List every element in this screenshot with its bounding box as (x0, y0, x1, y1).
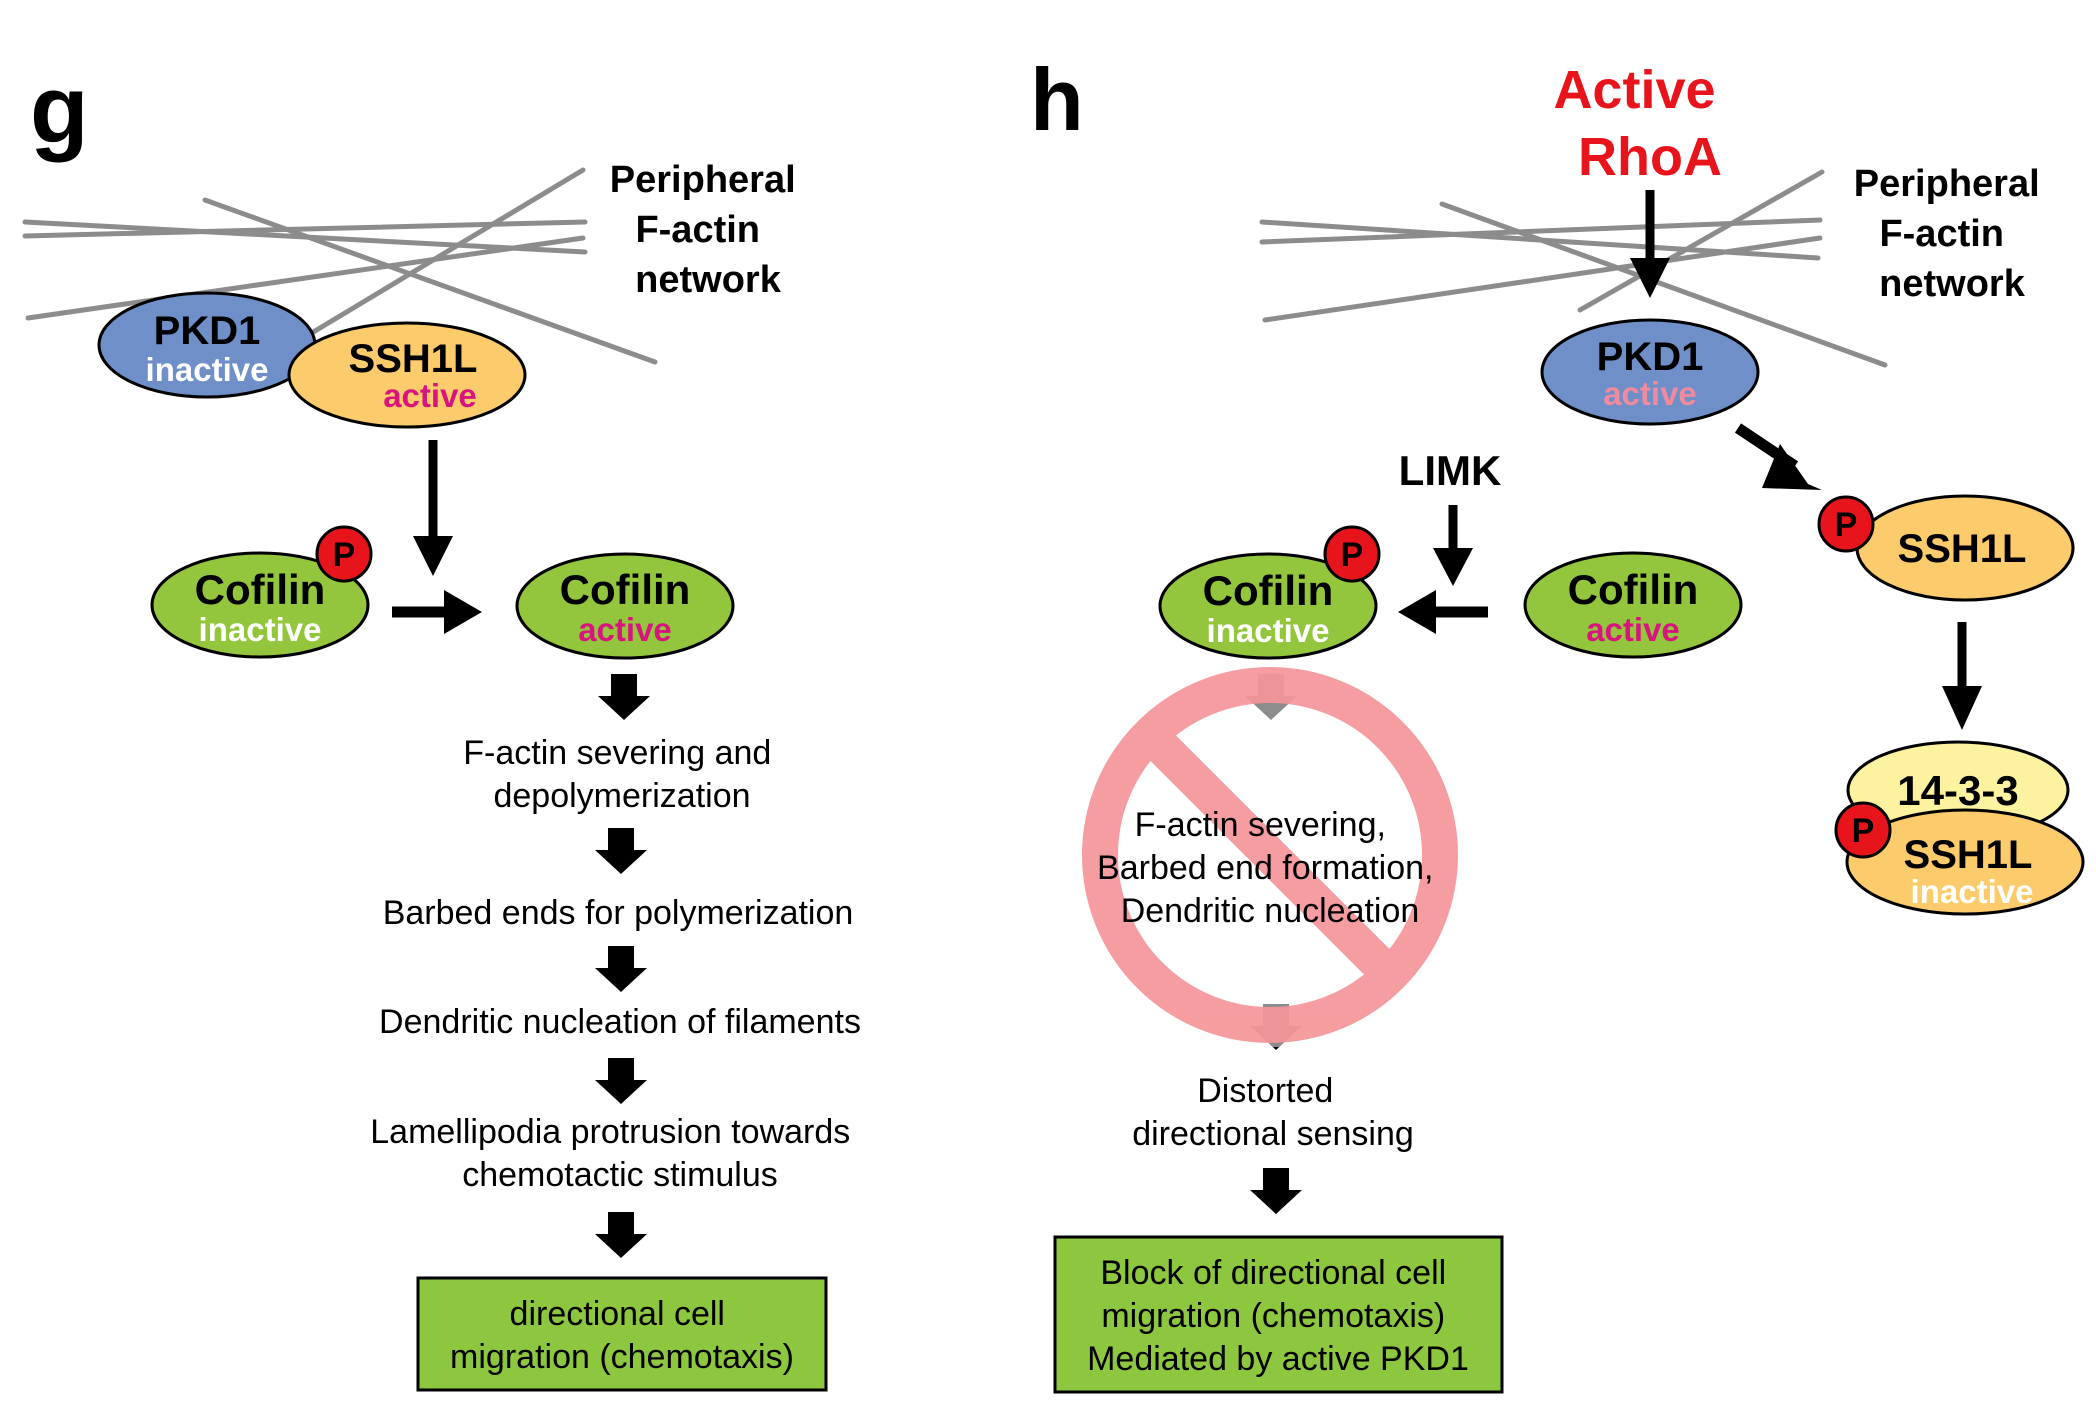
cofilin-ellipse (1523, 551, 1743, 659)
result-line: Mediated by active PKD1 (1087, 1340, 1469, 1378)
panel-h-blocked-steps: F-actin severing, Barbed end formation, … (1097, 806, 1443, 930)
panel-h-stimulus: Active RhoA (1553, 60, 1730, 187)
ssh1l-name: SSH1L (349, 337, 478, 381)
cofilin-name: Cofilin (1568, 566, 1699, 613)
actin-filament (297, 167, 586, 343)
block-arrow (598, 674, 650, 720)
panel-h-ssh1l-node: SSH1L P (1817, 494, 2075, 602)
panel-g-ssh1l-node: SSH1L active (287, 321, 527, 429)
panel-g-cofilin-active-node: Cofilin active (515, 552, 735, 660)
result-line: migration (chemotaxis) (1101, 1297, 1445, 1335)
phospho-label: P (1341, 536, 1364, 574)
panel-h-arrow-left (1398, 590, 1488, 634)
panel-h-step: Distorted directional sensing (1132, 1072, 1414, 1153)
pkd1-state: active (1603, 375, 1697, 412)
panel-h-limk-arrow (1433, 505, 1473, 586)
panel-g-pkd1-node: PKD1 inactive (97, 291, 317, 399)
cofilin-ellipse (515, 552, 735, 660)
panel-h: h Active RhoA Peripheral F-actin network… (1030, 50, 2085, 1394)
network-label-line: network (635, 259, 782, 301)
panel-h-arrow-to-complex (1942, 622, 1982, 730)
phospho-label: P (1852, 812, 1875, 850)
phospho-badge (315, 525, 373, 583)
block-arrow (1250, 1168, 1302, 1214)
panel-h-letter: h (1030, 50, 1084, 149)
phospho-label: P (1835, 506, 1858, 544)
block-arrow (595, 1058, 647, 1104)
network-label-line: F-actin (635, 209, 760, 251)
complex-partner-name: 14-3-3 (1897, 767, 2018, 814)
block-arrow (595, 1212, 647, 1258)
cofilin-ellipse (1158, 552, 1378, 660)
pkd1-state: inactive (146, 351, 269, 388)
panel-h-actin-network (1259, 169, 1888, 368)
block-fade (1078, 663, 1462, 1047)
panel-g-result-box: directional cell migration (chemotaxis) (416, 1276, 828, 1392)
cofilin-ellipse (150, 551, 370, 659)
ssh1l-state: active (383, 377, 477, 414)
cofilin-name: Cofilin (560, 566, 691, 613)
pkd1-name: PKD1 (1597, 335, 1704, 379)
phospho-badge (1834, 801, 1892, 859)
panel-h-pkd1-node: PKD1 active (1540, 318, 1760, 426)
actin-filament (1262, 235, 1823, 323)
panel-g-cofilin-inactive-node: Cofilin inactive P (150, 525, 373, 659)
svg-text:Block of directional cell: Block of directional cell migration (che… (1087, 1254, 1469, 1378)
ssh1l-name: SSH1L (1898, 527, 2027, 571)
actin-filament (1439, 201, 1888, 368)
panel-g-letter: g (30, 56, 89, 163)
panel-g: g Peripheral F-actin network PKD1 inacti… (22, 56, 861, 1392)
complex-ssh1l-name: SSH1L (1904, 833, 2033, 877)
panel-h-complex-node: 14-3-3 SSH1L inactive P (1834, 740, 2085, 916)
panel-h-limk: LIMK (1399, 447, 1502, 494)
cofilin-name: Cofilin (1203, 567, 1334, 614)
phospho-badge (1817, 495, 1875, 553)
panel-g-actin-network (22, 167, 658, 365)
panel-h-diagonal-arrow (1734, 423, 1822, 490)
result-line: Block of directional cell (1100, 1254, 1446, 1292)
panel-g-step-4: Lamellipodia protrusion towards chemotac… (370, 1113, 860, 1194)
panel-g-arrow-down (413, 440, 453, 576)
ssh1l-ellipse (287, 321, 527, 429)
actin-filament (1577, 169, 1825, 313)
result-line: directional cell (510, 1295, 725, 1333)
panel-g-step-2: Barbed ends for polymerization (383, 894, 854, 932)
actin-filament (202, 197, 658, 365)
panel-g-step-3: Dendritic nucleation of filaments (379, 1003, 861, 1041)
actin-filament (25, 235, 586, 321)
svg-text:directional cell migra: directional cell migration (chemotaxis) (450, 1295, 794, 1376)
pkd1-name: PKD1 (154, 309, 261, 353)
panel-h-rhoa-arrow (1630, 190, 1670, 298)
cofilin-state: active (578, 611, 672, 648)
panel-h-network-label: Peripheral F-actin network (1854, 163, 2050, 305)
phospho-label: P (333, 536, 356, 574)
result-line: migration (chemotaxis) (450, 1338, 794, 1376)
panel-h-cofilin-active-node: Cofilin active (1523, 551, 1743, 659)
panel-g-step-arrows (595, 674, 650, 1258)
panel-g-arrow-right (392, 590, 482, 634)
cofilin-state: inactive (1207, 612, 1330, 649)
pkd1-ellipse (1540, 318, 1760, 426)
panel-h-result-box: Block of directional cell migration (che… (1053, 1235, 1504, 1394)
block-arrow (595, 828, 647, 874)
complex-ssh1l-state: inactive (1911, 873, 2034, 910)
cofilin-name: Cofilin (195, 566, 326, 613)
network-label-line: Peripheral (610, 159, 796, 201)
panel-g-network-label: Peripheral F-actin network (610, 159, 806, 301)
block-arrow (595, 946, 647, 992)
panel-h-cofilin-inactive-node: Cofilin inactive P (1158, 525, 1381, 660)
cofilin-state: active (1586, 611, 1680, 648)
panel-g-step-1: F-actin severing and depolymerization (463, 734, 781, 815)
cofilin-state: inactive (199, 611, 322, 648)
complex-ssh1l-ellipse (1845, 808, 2085, 916)
phospho-badge (1323, 525, 1381, 583)
